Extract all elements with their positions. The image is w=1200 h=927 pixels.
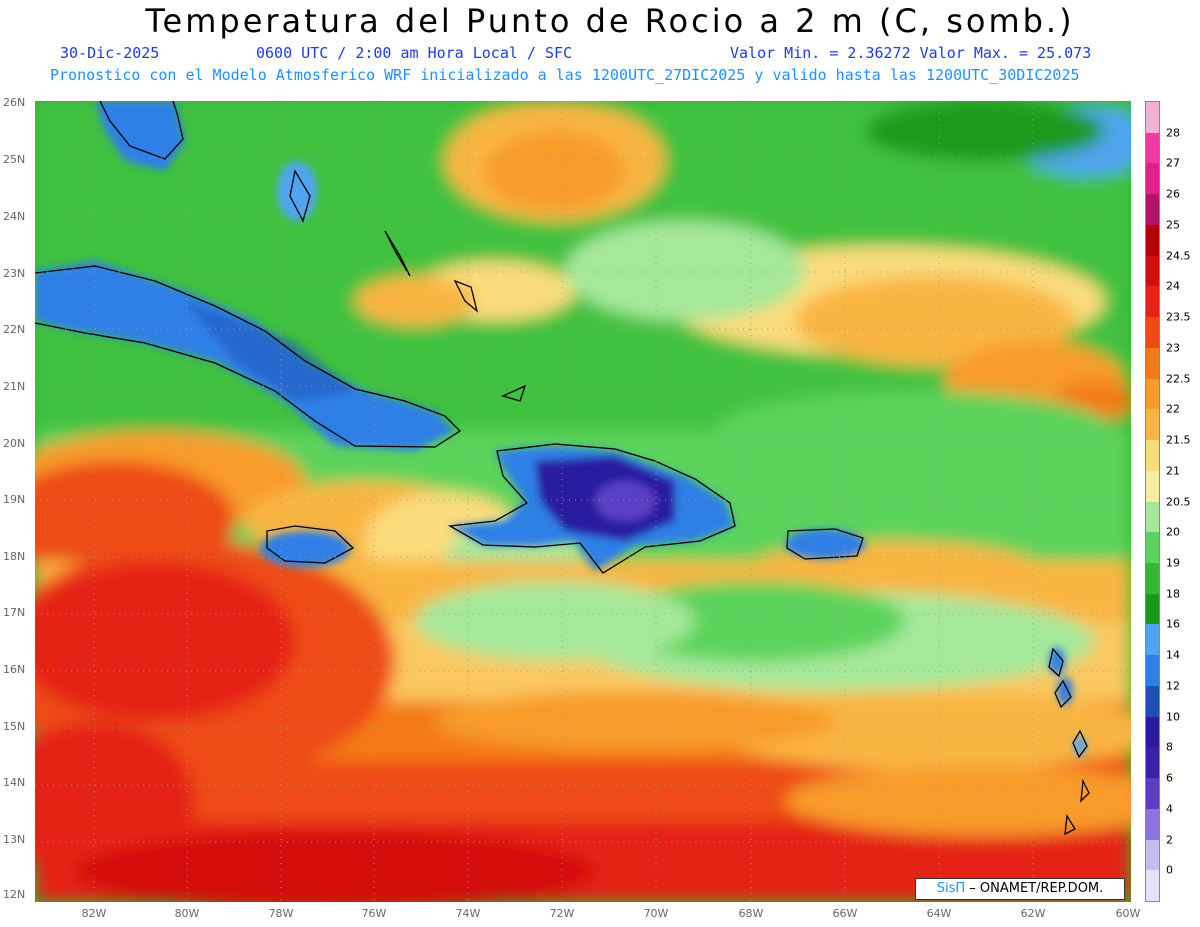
colorbar-segment [1146, 562, 1159, 595]
lat-label: 17N [3, 606, 26, 619]
colorbar-label: 6 [1166, 771, 1173, 785]
map-title: Temperatura del Punto de Rocio a 2 m (C,… [145, 2, 1075, 40]
colorbar-label: 21.5 [1166, 433, 1191, 447]
forecast-time: 0600 UTC / 2:00 am Hora Local / SFC [256, 44, 573, 62]
lon-label: 78W [268, 907, 294, 920]
lon-label: 60W [1115, 907, 1141, 920]
dewpoint-field [35, 101, 1131, 902]
colorbar-label: 28 [1166, 126, 1180, 140]
lat-label: 22N [3, 323, 26, 336]
colorbar-segment [1146, 501, 1159, 533]
lon-label: 74W [455, 907, 481, 920]
colorbar-segment [1146, 409, 1159, 441]
colorbar-label: 14 [1166, 648, 1180, 662]
lat-label: 16N [3, 663, 26, 676]
colorbar-label: 0 [1166, 863, 1173, 877]
lat-label: 26N [3, 96, 26, 109]
lon-label: 72W [549, 907, 575, 920]
colorbar-segment [1146, 655, 1159, 687]
colorbar-label: 27 [1166, 156, 1180, 170]
colorbar-segment [1146, 593, 1159, 625]
lon-label: 76W [361, 907, 387, 920]
colorbar-label: 22.5 [1166, 372, 1191, 386]
lat-label: 18N [3, 550, 26, 563]
colorbar-segment [1146, 624, 1159, 656]
min-max-values: Valor Min. = 2.36272 Valor Max. = 25.073 [730, 44, 1092, 62]
credit-org: – ONAMET/REP.DOM. [965, 881, 1104, 896]
lat-label: 12N [3, 888, 26, 901]
colorbar-segment [1146, 808, 1159, 841]
colorbar-label: 24 [1166, 279, 1180, 293]
colorbar-segment [1146, 440, 1159, 472]
lon-label: 66W [832, 907, 858, 920]
colorbar-segment [1146, 685, 1159, 718]
lat-label: 14N [3, 776, 26, 789]
colorbar-segment [1146, 255, 1159, 287]
lat-label: 15N [3, 720, 26, 733]
colorbar-segment [1146, 470, 1159, 502]
colorbar-label: 2 [1166, 833, 1173, 847]
credit-box: SisΠ – ONAMET/REP.DOM. [915, 878, 1125, 900]
colorbar-segment [1146, 347, 1159, 380]
colorbar-segment [1146, 224, 1159, 257]
lon-label: 70W [643, 907, 669, 920]
lat-label: 23N [3, 267, 26, 280]
lon-label: 62W [1020, 907, 1046, 920]
colorbar-segment [1146, 132, 1159, 164]
colorbar-segment [1146, 378, 1159, 410]
lat-label: 19N [3, 493, 26, 506]
map-canvas [35, 101, 1131, 902]
lon-label: 80W [174, 907, 200, 920]
colorbar-segment [1146, 317, 1159, 349]
colorbar-label: 26 [1166, 187, 1180, 201]
lat-label: 25N [3, 153, 26, 166]
colorbar-segment [1146, 839, 1159, 871]
lat-label: 13N [3, 833, 26, 846]
colorbar-segment [1146, 194, 1159, 226]
colorbar-label: 24.5 [1166, 249, 1191, 263]
lat-label: 20N [3, 437, 26, 450]
colorbar-label: 20.5 [1166, 495, 1191, 508]
colorbar-label: 21 [1166, 464, 1180, 478]
colorbar-segment [1146, 532, 1159, 564]
colorbar-segment [1146, 102, 1159, 134]
sispi-logo-text: SisΠ [936, 881, 966, 896]
forecast-date: 30-Dic-2025 [60, 44, 160, 62]
colorbar-label: 10 [1166, 710, 1180, 724]
colorbar-segment [1146, 163, 1159, 195]
colorbar-label: 18 [1166, 587, 1180, 601]
lat-label: 21N [3, 380, 26, 393]
colorbar-segment [1146, 778, 1159, 810]
land-overlays [35, 101, 1086, 756]
colorbar-label: 8 [1166, 740, 1173, 754]
colorbar-label: 25 [1166, 218, 1180, 232]
lat-label: 24N [3, 210, 26, 223]
colorbar-label: 12 [1166, 679, 1180, 693]
colorbar-label: 23.5 [1166, 310, 1191, 324]
colorbar-segment [1146, 747, 1159, 779]
colorbar-label: 22 [1166, 402, 1180, 416]
dewpoint-map [35, 101, 1131, 902]
coastlines [35, 101, 1090, 836]
colorbar-label: 16 [1166, 617, 1180, 631]
colorbar-segment [1146, 286, 1159, 318]
colorbar-label: 19 [1166, 556, 1180, 570]
colorbar-segment [1146, 870, 1159, 902]
colorbar-segment [1146, 716, 1159, 748]
colorbar-label: 23 [1166, 341, 1180, 355]
colorbar-label: 4 [1166, 802, 1173, 816]
lon-label: 64W [926, 907, 952, 920]
colorbar [1145, 101, 1160, 902]
model-note: Pronostico con el Modelo Atmosferico WRF… [50, 66, 1080, 84]
lon-label: 68W [738, 907, 764, 920]
lon-label: 82W [81, 907, 107, 920]
colorbar-label: 20 [1166, 525, 1180, 539]
